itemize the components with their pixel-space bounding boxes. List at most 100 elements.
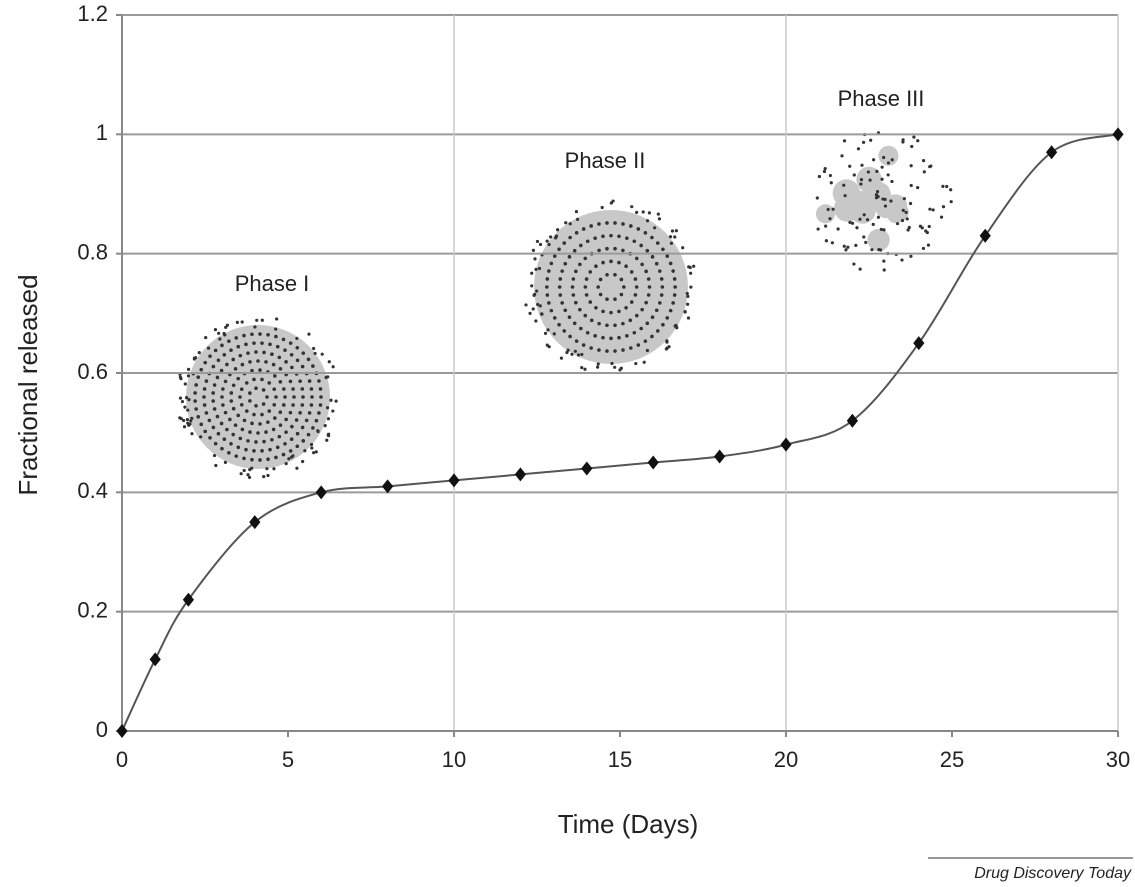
drug-dot: [273, 416, 277, 420]
fragment: [868, 188, 892, 212]
drug-dot: [233, 423, 238, 427]
drug-dot: [629, 270, 634, 274]
drug-dot: [840, 154, 844, 158]
drug-dot: [194, 383, 198, 387]
drug-dot: [248, 430, 252, 434]
drug-dot: [617, 234, 621, 239]
drug-dot: [530, 271, 534, 275]
drug-dot: [945, 184, 949, 189]
drug-dot: [265, 395, 269, 399]
drug-dot: [334, 399, 338, 403]
phase-label: Phase III: [838, 86, 925, 111]
drug-dot: [206, 346, 211, 350]
drug-dot: [307, 411, 312, 415]
drug-dot: [907, 225, 911, 230]
y-tick-label: 0.6: [77, 359, 108, 384]
drug-dot: [645, 321, 650, 326]
drug-dot: [192, 356, 197, 360]
drug-dot: [283, 395, 287, 399]
drug-dot: [568, 222, 572, 226]
drug-dot: [291, 387, 295, 391]
drug-dot: [552, 332, 556, 336]
drug-dot: [852, 262, 856, 266]
drug-dot: [310, 446, 314, 450]
drug-dot: [242, 333, 246, 338]
drug-dot: [301, 351, 306, 355]
x-tick-label: 0: [116, 747, 128, 772]
drug-dot: [594, 264, 598, 269]
data-point: [581, 461, 593, 476]
drug-dot: [215, 414, 220, 419]
drug-dot: [189, 419, 193, 423]
drug-dot: [228, 417, 232, 422]
drug-dot: [291, 454, 295, 458]
drug-dot: [567, 315, 572, 319]
drug-dot: [304, 418, 309, 423]
drug-dot: [254, 403, 258, 408]
drug-dot: [629, 300, 634, 304]
drug-dot: [531, 307, 535, 311]
drug-dot: [870, 248, 874, 252]
drug-dot: [329, 398, 333, 402]
drug-dot: [278, 367, 283, 371]
drug-dot: [234, 454, 239, 458]
drug-dot: [925, 230, 929, 235]
drug-dot: [238, 395, 242, 399]
drug-dot: [310, 395, 314, 399]
drug-dot: [184, 396, 189, 400]
drug-dot: [229, 399, 234, 403]
drug-dot: [625, 334, 629, 338]
drug-dot: [584, 277, 589, 281]
drug-dot: [239, 387, 244, 391]
drug-dot: [272, 387, 277, 391]
drug-dot: [250, 332, 254, 337]
drug-dot: [325, 406, 330, 410]
drug-dot: [613, 365, 617, 369]
drug-dot: [639, 326, 643, 331]
drug-dot: [222, 352, 227, 357]
drug-dot: [601, 309, 605, 314]
drug-dot: [193, 399, 197, 403]
drug-dot: [941, 205, 946, 209]
drug-dot: [686, 294, 690, 298]
drug-dot: [183, 382, 187, 386]
drug-dot: [235, 320, 239, 324]
drug-dot: [530, 284, 534, 288]
drug-dot: [688, 265, 692, 270]
drug-dot: [665, 254, 670, 258]
drug-dot: [300, 403, 305, 407]
drug-dot: [645, 348, 649, 353]
drug-dot: [196, 375, 201, 379]
drug-dot: [628, 318, 633, 323]
drug-dot: [862, 235, 866, 239]
drug-dot: [829, 181, 833, 185]
drug-dot: [665, 339, 669, 343]
drug-dot: [844, 248, 848, 252]
drug-dot: [301, 395, 305, 399]
drug-dot: [271, 427, 276, 432]
drug-dot: [282, 403, 286, 407]
drug-dot: [212, 383, 217, 387]
drug-dot: [874, 196, 879, 200]
drug-dot: [883, 197, 887, 201]
drug-dot: [266, 457, 270, 461]
drug-dot: [646, 277, 651, 281]
drug-dot: [278, 379, 283, 384]
drug-dot: [261, 402, 266, 406]
drug-dot: [256, 359, 260, 363]
drug-dot: [260, 318, 264, 322]
drug-dot: [216, 358, 221, 363]
drug-dot: [675, 326, 679, 330]
drug-dot: [242, 418, 247, 423]
drug-dot: [289, 352, 294, 357]
drug-dot: [848, 220, 852, 224]
drug-dot: [689, 271, 693, 275]
drug-dot: [601, 335, 605, 340]
x-tick-label: 20: [774, 747, 798, 772]
phase-label: Phase I: [235, 271, 310, 296]
drug-dot: [673, 285, 677, 289]
drug-dot: [295, 345, 300, 350]
drug-dot: [266, 333, 270, 337]
drug-dot: [229, 441, 233, 446]
drug-dot: [309, 403, 314, 407]
